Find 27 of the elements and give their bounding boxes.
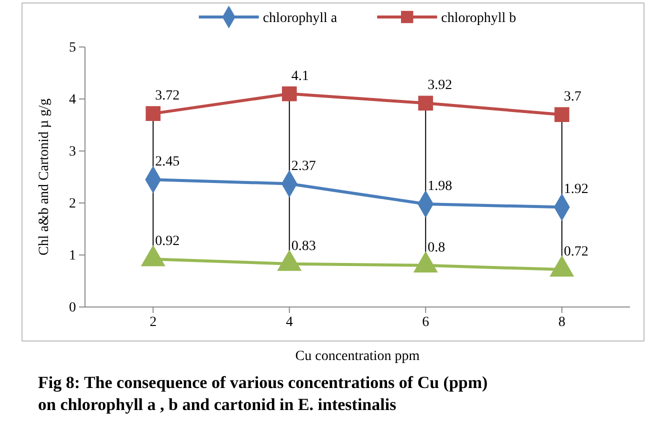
data-label: 2.37 (291, 158, 316, 174)
y-tick-label: 3 (69, 144, 76, 160)
y-tick-label: 5 (69, 40, 76, 56)
y-tick-label: 0 (69, 300, 76, 316)
legend-label: chlorophyll a (262, 11, 338, 26)
data-label: 3.7 (564, 90, 582, 105)
y-axis-title: Chl a&b and Cartonid µ g/g (37, 98, 52, 256)
legend-label: chlorophyll b (441, 11, 516, 26)
data-label: 1.98 (428, 179, 452, 194)
data-label: 2.45 (155, 154, 180, 170)
data-label: 1.92 (564, 182, 588, 198)
y-tick-label: 4 (69, 92, 76, 108)
data-label: 3.92 (428, 78, 452, 94)
y-tick-label: 1 (69, 248, 76, 264)
y-tick-label: 2 (69, 196, 76, 212)
data-label: 0.92 (155, 234, 180, 250)
x-tick-label: 4 (286, 314, 293, 330)
data-label: 0.72 (564, 244, 588, 260)
x-tick-label: 2 (150, 314, 157, 330)
data-label: 3.72 (155, 88, 180, 104)
x-axis-title: Cu concentration ppm (295, 349, 420, 364)
data-label: 0.83 (291, 238, 316, 254)
data-label: 4.1 (291, 68, 309, 84)
x-tick-label: 6 (422, 314, 430, 330)
caption: Fig 8: The consequence of various concentrations of Cu (ppm) on chlorophyll a , b and cartonid in E. intestinalis (38, 373, 488, 414)
data-label: 0.8 (428, 240, 446, 256)
x-tick-label: 8 (558, 314, 566, 330)
